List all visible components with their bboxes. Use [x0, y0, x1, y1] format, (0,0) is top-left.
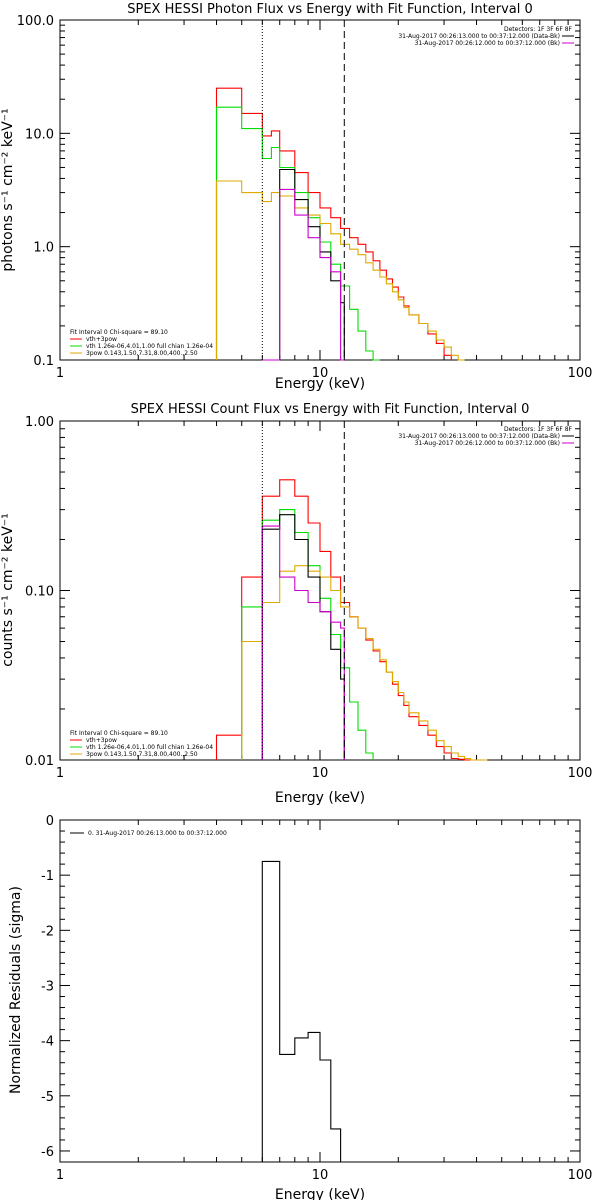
count-vlines — [261, 421, 345, 760]
photon-info-block: Detectors: 1F 3F 6F 8F 31-Aug-2017 00:26… — [398, 26, 574, 47]
resid-legend: 0. 31-Aug-2017 00:26:13.000 to 00:37:12.… — [70, 830, 227, 837]
count-ytick-label: 0.10 — [25, 585, 54, 600]
count-detectors: Detectors: 1F 3F 6F 8F — [504, 426, 573, 433]
photon-series-line-1 — [215, 106, 380, 361]
resid-plot-frame — [59, 819, 581, 1163]
count-ytick-label: 1.00 — [25, 415, 54, 430]
resid-x-axis-label: Energy (keV) — [275, 1187, 365, 1200]
count-xtick-label: 10 — [312, 766, 329, 781]
count-series-line-4 — [261, 525, 345, 760]
resid-y-axis-label: Normalized Residuals (sigma) — [8, 886, 24, 1094]
photon-ytick-label: 10.0 — [25, 127, 54, 142]
resid-ytick-label: -4 — [41, 1035, 54, 1050]
photon-series-line-4 — [262, 188, 345, 361]
count-xtick-label: 100 — [568, 766, 593, 781]
photon-fit-entry-2: 3pow 0.143,1.50,7.31,8.00,400.,2.50 — [86, 350, 198, 357]
photon-bk-interval: 31-Aug-2017 00:26:12.000 to 00:37:12.000… — [415, 40, 560, 47]
resid-ytick-label: -3 — [41, 979, 54, 994]
photon-xtick-label: 100 — [568, 366, 593, 381]
photon-xtick-label: 1 — [56, 366, 64, 381]
photon-ytick-label: 0.1 — [33, 354, 54, 369]
count-panel: SPEX HESSI Count Flux vs Energy with Fit… — [0, 402, 592, 806]
count-info-block: Detectors: 1F 3F 6F 8F 31-Aug-2017 00:26… — [398, 426, 574, 447]
resid-legend-entry: 0. 31-Aug-2017 00:26:13.000 to 00:37:12.… — [88, 830, 227, 837]
count-xtick-label: 1 — [56, 766, 64, 781]
resid-ytick-label: -2 — [41, 924, 54, 939]
resid-xtick-label: 1 — [56, 1168, 64, 1183]
count-fit-entry-1: vth 1.26e-06,4.01,1.00 full chian 1.26e-… — [86, 744, 213, 751]
photon-y-axis-label: photons s⁻¹ cm⁻² keV⁻¹ — [0, 108, 16, 271]
photon-ticks: 1 10 100 0.1 1.0 10.0 100.0 — [17, 14, 593, 381]
count-x-axis-label: Energy (keV) — [275, 790, 365, 806]
count-fit-legend: Fit Interval 0 Chi-square = 89.10 vth+3p… — [70, 730, 213, 758]
count-data-interval: 31-Aug-2017 00:26:13.000 to 00:37:12.000… — [398, 433, 560, 440]
photon-fit-entry-1: vth 1.26e-06,4.01,1.00 full chian 1.26e-… — [86, 343, 213, 350]
count-fit-entry-2: 3pow 0.143,1.50,7.31,8.00,400.,2.50 — [86, 751, 198, 758]
resid-ytick-label: 0 — [46, 814, 54, 829]
resid-ytick-label: -1 — [41, 869, 54, 884]
count-ticks: 1 10 100 0.01 0.10 1.00 — [25, 415, 592, 781]
count-series-line-0 — [215, 479, 471, 761]
count-series-group — [215, 479, 488, 761]
resid-ticks: 1 10 100 -6 -5 -4 -3 -2 -1 0 — [41, 814, 592, 1183]
count-fit-entry-0: vth+3pow — [86, 737, 117, 744]
resid-series-line-0 — [261, 860, 342, 1162]
photon-panel: SPEX HESSI Photon Flux vs Energy with Fi… — [0, 2, 592, 392]
resid-xtick-label: 10 — [312, 1168, 329, 1183]
resid-panel: 1 10 100 -6 -5 -4 -3 -2 -1 0 Energy (keV) Normali… — [8, 814, 592, 1200]
photon-xtick-label: 10 — [312, 366, 329, 381]
resid-xtick-label: 100 — [568, 1168, 593, 1183]
count-y-axis-label: counts s⁻¹ cm⁻² keV⁻¹ — [0, 513, 16, 667]
photon-ytick-label: 100.0 — [17, 14, 54, 29]
photon-fit-entry-0: vth+3pow — [86, 336, 117, 343]
count-fit-header: Fit Interval 0 Chi-square = 89.10 — [70, 730, 168, 737]
count-series-line-2 — [241, 565, 488, 761]
count-chart-title: SPEX HESSI Count Flux vs Energy with Fit… — [131, 402, 530, 417]
count-series-line-3 — [261, 514, 345, 760]
photon-data-interval: 31-Aug-2017 00:26:13.000 to 00:37:12.000… — [398, 33, 560, 40]
photon-x-axis-label: Energy (keV) — [275, 376, 365, 392]
photon-fit-legend: Fit Interval 0 Chi-square = 89.10 vth+3p… — [70, 329, 213, 357]
photon-chart-title: SPEX HESSI Photon Flux vs Energy with Fi… — [127, 2, 533, 17]
photon-vlines — [261, 20, 345, 360]
count-series-line-1 — [241, 509, 374, 760]
photon-fit-header: Fit Interval 0 Chi-square = 89.10 — [70, 329, 168, 336]
photon-plot-frame — [59, 19, 581, 361]
photon-detectors: Detectors: 1F 3F 6F 8F — [504, 26, 573, 33]
resid-ytick-label: -6 — [41, 1145, 54, 1160]
count-ytick-label: 0.01 — [25, 754, 54, 769]
count-bk-interval: 31-Aug-2017 00:26:12.000 to 00:37:12.000… — [415, 440, 560, 447]
photon-series-group — [215, 87, 465, 361]
resid-ytick-label: -5 — [41, 1090, 54, 1105]
photon-ytick-label: 1.0 — [33, 241, 54, 256]
resid-series-group — [261, 860, 342, 1162]
